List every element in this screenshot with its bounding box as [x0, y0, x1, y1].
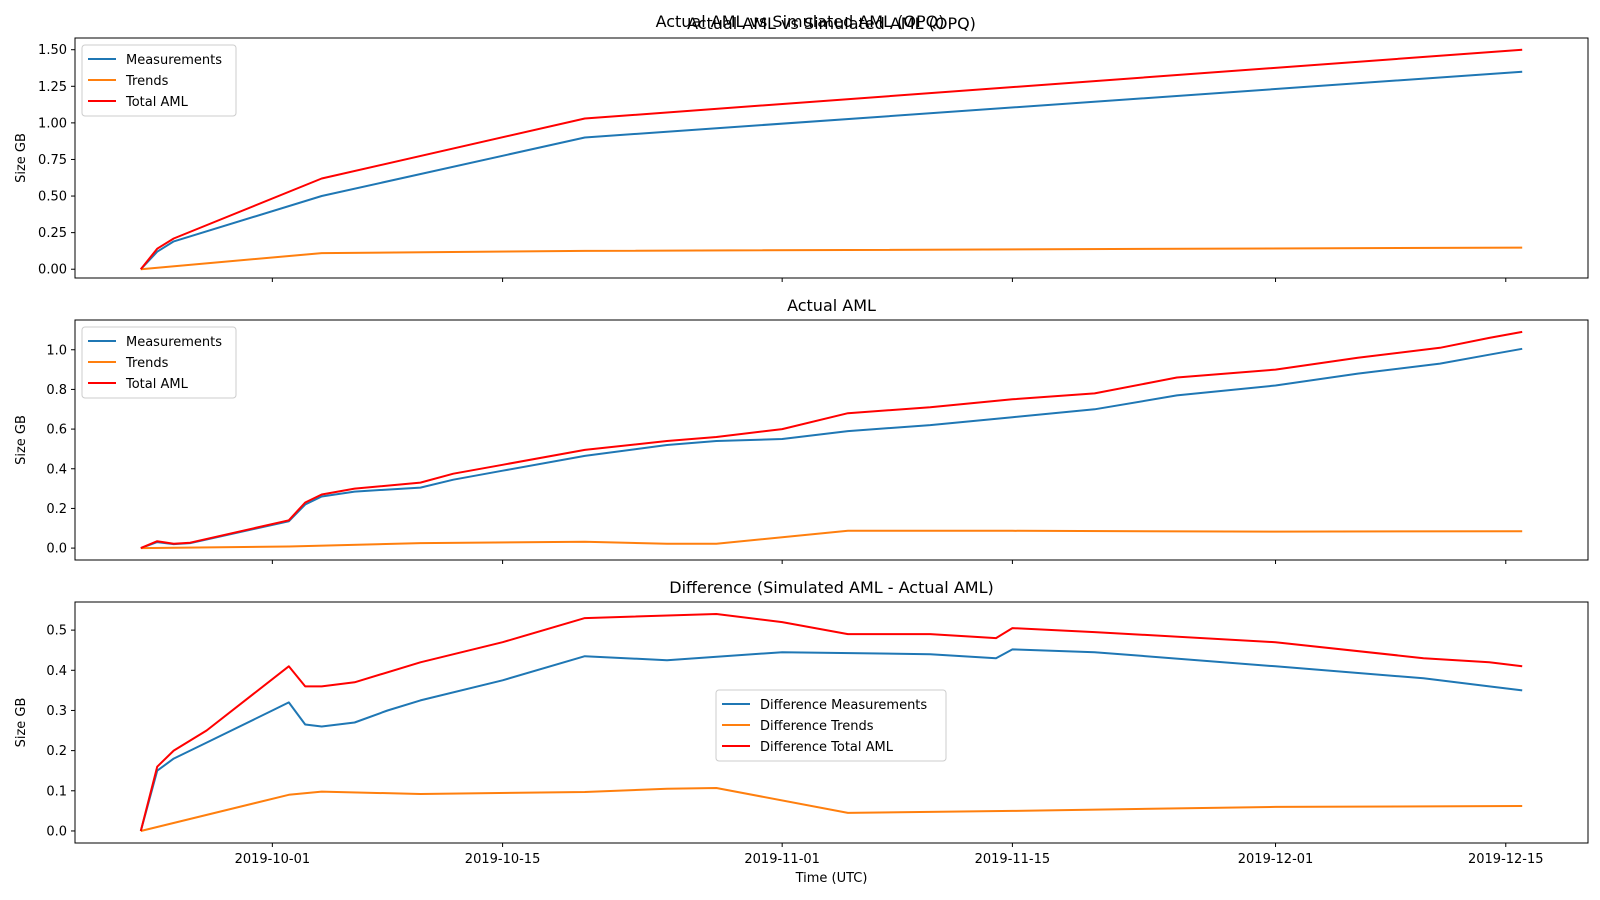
y-tick-label-1-4: 1.00	[38, 116, 67, 131]
x-tick-label-5: 2019-12-15	[1468, 852, 1544, 867]
legend-box-2	[81, 326, 237, 399]
legend-box-1	[81, 44, 237, 117]
series-line-3-difference-total-aml	[139, 613, 1523, 832]
y-tick-label-1-3: 0.75	[38, 153, 67, 168]
series-line-1-total-aml	[140, 48, 1523, 270]
y-tick-label-3-5: 0.5	[46, 624, 67, 639]
legend-label-3-1: Difference Trends	[760, 719, 874, 734]
series-line-2-measurements	[140, 347, 1523, 550]
axes-frame-3	[74, 601, 1589, 844]
y-tick-label-2-0: 0.0	[46, 542, 67, 557]
legend-label-1-0: Measurements	[126, 53, 222, 68]
legend-label-1-2: Total AML	[125, 95, 189, 110]
y-tick-label-2-3: 0.6	[46, 423, 67, 438]
y-tick-label-1-2: 0.50	[38, 190, 67, 205]
series-line-1-trends	[140, 246, 1523, 271]
legend-label-2-2: Total AML	[125, 377, 189, 392]
series-line-1-measurements	[140, 70, 1523, 270]
series-line-2-trends	[140, 529, 1523, 550]
y-tick-label-1-1: 0.25	[38, 226, 67, 241]
y-tick-label-1-5: 1.25	[38, 80, 67, 95]
x-tick-label-3: 2019-11-15	[975, 852, 1051, 867]
y-tick-label-2-4: 0.8	[46, 383, 67, 398]
y-axis-label-1: Size GB	[14, 133, 29, 183]
y-axis-label-3: Size GB	[14, 698, 29, 748]
x-tick-label-0: 2019-10-01	[235, 852, 311, 867]
legend-label-1-1: Trends	[125, 74, 169, 89]
y-tick-label-3-1: 0.1	[46, 784, 67, 799]
y-tick-label-3-2: 0.2	[46, 744, 67, 759]
x-tick-label-4: 2019-12-01	[1238, 852, 1314, 867]
series-line-2-total-aml	[140, 330, 1523, 550]
axes-frame-1	[74, 37, 1589, 279]
legend-label-3-2: Difference Total AML	[760, 740, 894, 755]
chart-title-2: Actual AML	[787, 296, 876, 315]
y-tick-label-2-5: 1.0	[46, 343, 67, 358]
legend-box-3	[715, 689, 947, 762]
series-line-3-difference-measurements	[139, 648, 1523, 832]
y-tick-label-1-0: 0.00	[38, 263, 67, 278]
legend-label-2-1: Trends	[125, 356, 169, 371]
legend-label-2-0: Measurements	[126, 335, 222, 350]
y-tick-label-1-6: 1.50	[38, 43, 67, 58]
y-tick-label-2-2: 0.4	[46, 462, 67, 477]
legend-label-3-0: Difference Measurements	[760, 698, 927, 713]
y-axis-label-2: Size GB	[14, 415, 29, 465]
x-tick-label-2: 2019-11-01	[744, 852, 820, 867]
axes-frame-2	[74, 319, 1589, 561]
x-tick-label-1: 2019-10-15	[465, 852, 541, 867]
x-axis-label: Time (UTC)	[795, 871, 868, 886]
chart-title-1: Actual AML vs Simulated AML (OPQ)	[687, 14, 976, 33]
y-tick-label-2-1: 0.2	[46, 502, 67, 517]
y-tick-label-3-3: 0.3	[46, 704, 67, 719]
chart-title-3: Difference (Simulated AML - Actual AML)	[669, 578, 993, 597]
series-line-3-difference-trends	[140, 787, 1523, 832]
y-tick-label-3-0: 0.0	[46, 824, 67, 839]
y-tick-label-3-4: 0.4	[46, 664, 67, 679]
